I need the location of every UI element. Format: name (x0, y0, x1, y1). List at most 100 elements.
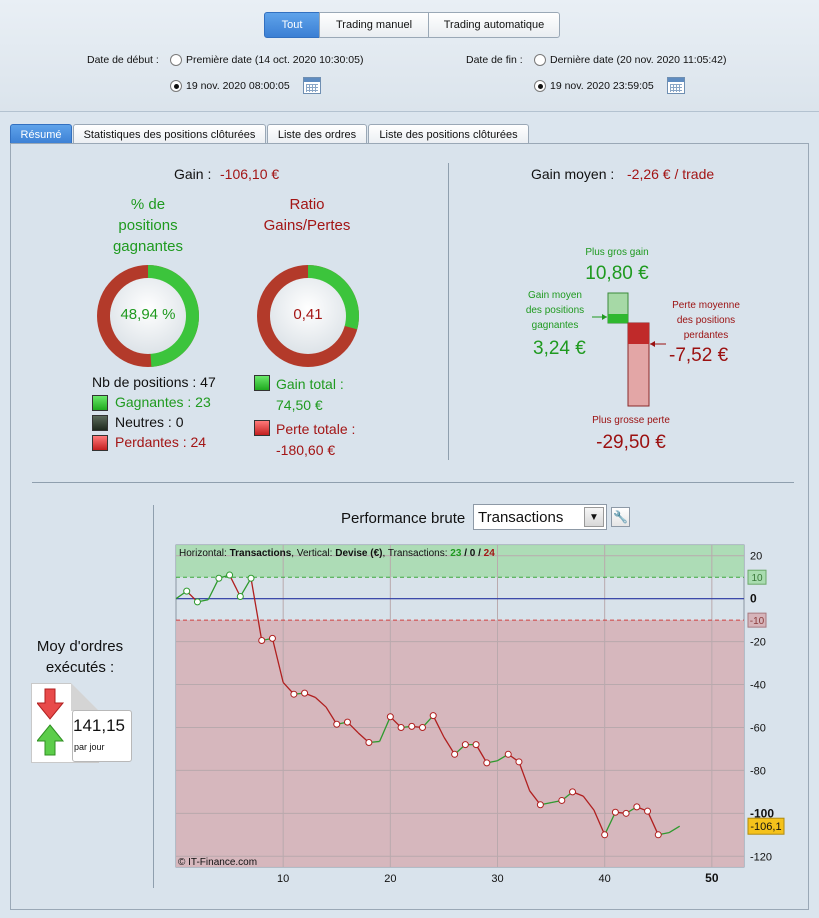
orders-label: Moy d'ordres exécutés : (30, 636, 130, 678)
filter-tab-trading-automatique[interactable]: Trading automatique (428, 12, 560, 38)
series-segment (593, 809, 606, 836)
wrench-icon[interactable]: 🔧 (611, 507, 630, 527)
pct-title: % de positions gagnantes (98, 194, 198, 257)
series-segment (314, 696, 327, 708)
y-tick-label: -20 (750, 637, 766, 649)
pct-title-line1: % de (130, 196, 166, 213)
series-segment (432, 715, 445, 738)
start-date-radio-first[interactable] (170, 54, 182, 66)
gagnantes-count: Gagnantes : 23 (115, 394, 211, 410)
buy-arrow-icon (37, 724, 65, 756)
y-tick-label: 0 (750, 592, 757, 606)
perte-moyenne-perdantes: Perte moyenne des positions perdantes (664, 298, 748, 343)
tab-liste-ordres[interactable]: Liste des ordres (267, 124, 367, 144)
orders-arrows (37, 688, 65, 756)
last-value-box (747, 817, 785, 835)
calendar-icon[interactable] (667, 77, 685, 94)
data-point (483, 759, 491, 767)
y-tick-label: 20 (750, 551, 762, 563)
gain-moyen-gagnantes-line2: des positions (525, 305, 585, 316)
upper-band-label: 10 (751, 573, 763, 584)
performance-select[interactable]: Transactions ▼ (473, 504, 607, 530)
ratio-donut-center (270, 278, 346, 354)
filter-tab-trading-manuel[interactable]: Trading manuel (319, 12, 429, 38)
chevron-down-icon[interactable]: ▼ (584, 507, 604, 527)
plus-gros-gain-label: Plus gros gain (585, 247, 649, 258)
gain-moyen-gagnantes-line3: gagnantes (531, 320, 579, 331)
perdantes-count: Perdantes : 24 (115, 434, 207, 450)
data-point (193, 598, 201, 606)
data-point (536, 801, 544, 809)
series-segment (475, 744, 488, 764)
ratio-value: 0,41 (293, 306, 323, 323)
data-point (504, 750, 512, 758)
win-zone (176, 545, 744, 578)
avg-gain-arrow-icon (602, 314, 607, 320)
data-point (569, 788, 577, 796)
plus-gros-gain-value: 10,80 € (585, 263, 649, 284)
neutres-count: Neutres : 0 (115, 414, 184, 430)
data-point (333, 720, 341, 728)
calendar-icon[interactable] (303, 77, 321, 94)
x-tick-label: 10 (277, 873, 289, 885)
start-date-option-custom: 19 nov. 2020 08:00:05 (186, 80, 290, 92)
x-tick-label: 20 (384, 873, 396, 885)
orders-value-box (72, 710, 132, 762)
tab-statistiques-positions[interactable]: Statistiques des positions clôturées (73, 124, 266, 144)
data-point (215, 574, 223, 582)
y-tick-label: -120 (750, 851, 772, 863)
plus-grosse-perte-value: -29,50 € (596, 432, 666, 453)
data-point (429, 712, 437, 720)
series-segment (668, 825, 681, 834)
last-value-label: -106,1 (750, 821, 781, 833)
avg-loss-arrow-icon (650, 341, 655, 347)
filter-tab-tout[interactable]: Tout (264, 12, 320, 38)
neutral-legend-icon (92, 415, 108, 431)
section-divider (448, 163, 449, 460)
orders-unit: par jour (74, 742, 105, 752)
data-point (226, 571, 234, 579)
series-segment (604, 811, 616, 836)
perte-totale-label: Perte totale : (276, 421, 356, 437)
gain-loss-bar-diagram (592, 292, 666, 407)
perte-moyenne-line2: des positions (676, 315, 736, 326)
tab-resume[interactable]: Résumé (10, 124, 72, 144)
data-point (451, 750, 459, 758)
sell-arrow-icon (37, 688, 65, 720)
lower-band-label-box (747, 612, 767, 628)
legend-h-value: Transactions (229, 548, 292, 559)
avg-loss-bar (628, 323, 649, 344)
series-segment (271, 638, 284, 683)
series-segment (582, 795, 595, 811)
legend-v-label: , Vertical: (291, 548, 333, 559)
perte-totale-icon (254, 420, 270, 436)
avg-gain-bar (608, 314, 628, 323)
data-point (601, 831, 609, 839)
legend-t-label: , Transactions: (382, 548, 448, 559)
x-tick-label: 40 (599, 873, 611, 885)
tab-liste-positions-cloturees[interactable]: Liste des positions clôturées (368, 124, 529, 144)
legend-losses: 24 (483, 548, 495, 559)
nb-positions: Nb de positions : 47 (92, 374, 216, 390)
legend-sep1: / (464, 548, 467, 559)
end-date-radio-last[interactable] (534, 54, 546, 66)
data-point (386, 713, 394, 721)
pct-value: 48,94 % (120, 306, 176, 323)
data-point (301, 689, 309, 697)
data-point (397, 723, 405, 731)
end-date-radio-custom[interactable] (534, 80, 546, 92)
start-date-radio-custom[interactable] (170, 80, 182, 92)
end-date-option-last: Dernière date (20 nov. 2020 11:05:42) (550, 54, 727, 66)
gain-moyen-gagnantes-line1: Gain moyen (528, 290, 582, 301)
series-segment (207, 577, 220, 601)
y-tick-label: -40 (750, 680, 766, 692)
orders-label-line2: exécutés : (45, 659, 115, 676)
perte-moyenne-line1: Perte moyenne (672, 300, 740, 311)
y-tick-label: -60 (750, 722, 766, 734)
data-point (343, 718, 351, 726)
gain-total: Gain total : 74,50 € (276, 374, 344, 416)
perte-totale-value: -180,60 € (276, 442, 336, 458)
data-point (408, 722, 416, 730)
performance-select-value: Transactions (478, 508, 564, 526)
data-point (236, 593, 244, 601)
